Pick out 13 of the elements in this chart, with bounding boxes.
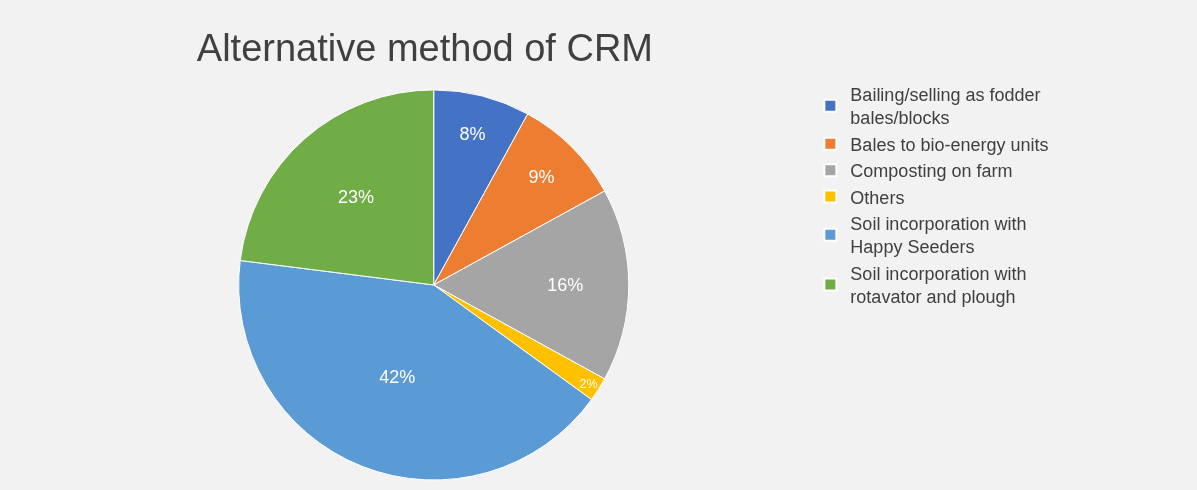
data-label: 16%	[547, 274, 584, 295]
chart-title: Alternative method of CRM	[196, 26, 654, 69]
data-label: 9%	[528, 167, 555, 188]
data-label: 2%	[579, 376, 598, 391]
legend-label: Soil incorporation with rotavator and plough	[850, 263, 1027, 308]
legend-label: Others	[850, 187, 905, 208]
legend-label: Bales to bio-energy units	[850, 134, 1049, 155]
legend-label: Soil incorporation with Happy Seeders	[850, 214, 1027, 258]
data-label: 42%	[379, 367, 416, 388]
legend-label: Composting on farm	[850, 161, 1013, 182]
data-label: 23%	[338, 186, 375, 207]
data-label: 8%	[459, 123, 486, 144]
legend-label: Bailing/selling as fodder bales/blocks	[850, 85, 1041, 129]
